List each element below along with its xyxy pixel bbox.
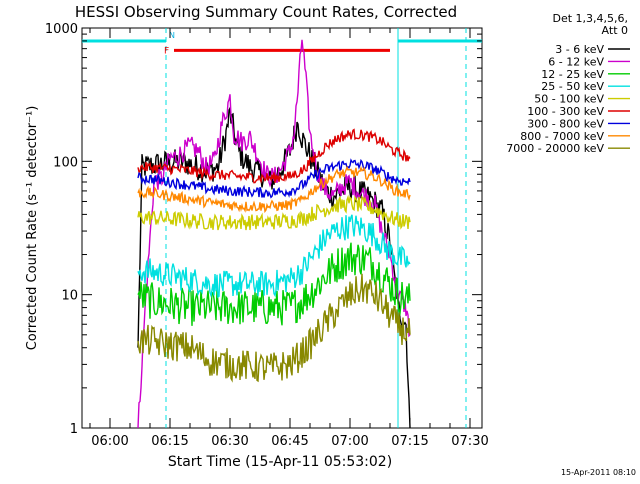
- series-line: [137, 273, 411, 383]
- series-line: [137, 165, 411, 214]
- legend-entry-label: 800 - 7000 keV: [520, 130, 604, 143]
- x-tick-label: 06:30: [211, 434, 248, 449]
- legend-entry-label: 7000 - 20000 keV: [506, 142, 604, 155]
- y-tick-label: 10: [61, 289, 78, 304]
- x-axis-label: Start Time (15-Apr-11 05:53:02): [168, 454, 392, 470]
- legend-entry-label: 300 - 800 keV: [527, 117, 604, 130]
- x-tick-label: 07:00: [331, 434, 368, 449]
- series-line: [137, 194, 411, 231]
- x-tick-label: 06:15: [151, 434, 188, 449]
- flare-flag-label: F: [164, 46, 169, 56]
- night-label: N: [169, 31, 175, 40]
- x-tick-label: 06:00: [91, 434, 128, 449]
- orbit-markers: NF: [82, 28, 482, 428]
- y-tick-label: 1: [70, 422, 78, 437]
- series-lines: [137, 39, 411, 429]
- legend-entry-label: 100 - 300 keV: [527, 105, 604, 118]
- y-tick-label: 1000: [45, 22, 78, 37]
- series-line: [137, 242, 411, 326]
- legend-entry-label: 25 - 50 keV: [541, 80, 604, 93]
- series-line: [137, 128, 411, 184]
- legend-entry-label: 12 - 25 keV: [541, 68, 604, 81]
- y-axis-label: Corrected Count Rate (s⁻¹ detector⁻¹): [25, 106, 40, 351]
- y-tick-label: 100: [53, 155, 78, 170]
- legend-entry-label: 6 - 12 keV: [548, 55, 604, 68]
- x-tick-label: 07:15: [391, 434, 428, 449]
- x-tick-label: 06:45: [271, 434, 308, 449]
- footer-timestamp: 15-Apr-2011 08:10: [561, 468, 636, 477]
- legend-entry-label: 3 - 6 keV: [555, 43, 604, 56]
- legend-title-line: Det 1,3,4,5,6,: [552, 12, 628, 25]
- chart-title: HESSI Observing Summary Count Rates, Cor…: [75, 3, 457, 21]
- x-tick-label: 07:30: [451, 434, 488, 449]
- series-line: [137, 105, 411, 429]
- axes: 1 10 100 1000 06:00 06:15 06:30 06:45 07:00 07:15…: [45, 22, 489, 449]
- plot-frame: [81, 27, 483, 429]
- legend-entry-label: 50 - 100 keV: [534, 93, 604, 106]
- series-line: [137, 214, 411, 299]
- legend-title-line: Att 0: [602, 24, 628, 37]
